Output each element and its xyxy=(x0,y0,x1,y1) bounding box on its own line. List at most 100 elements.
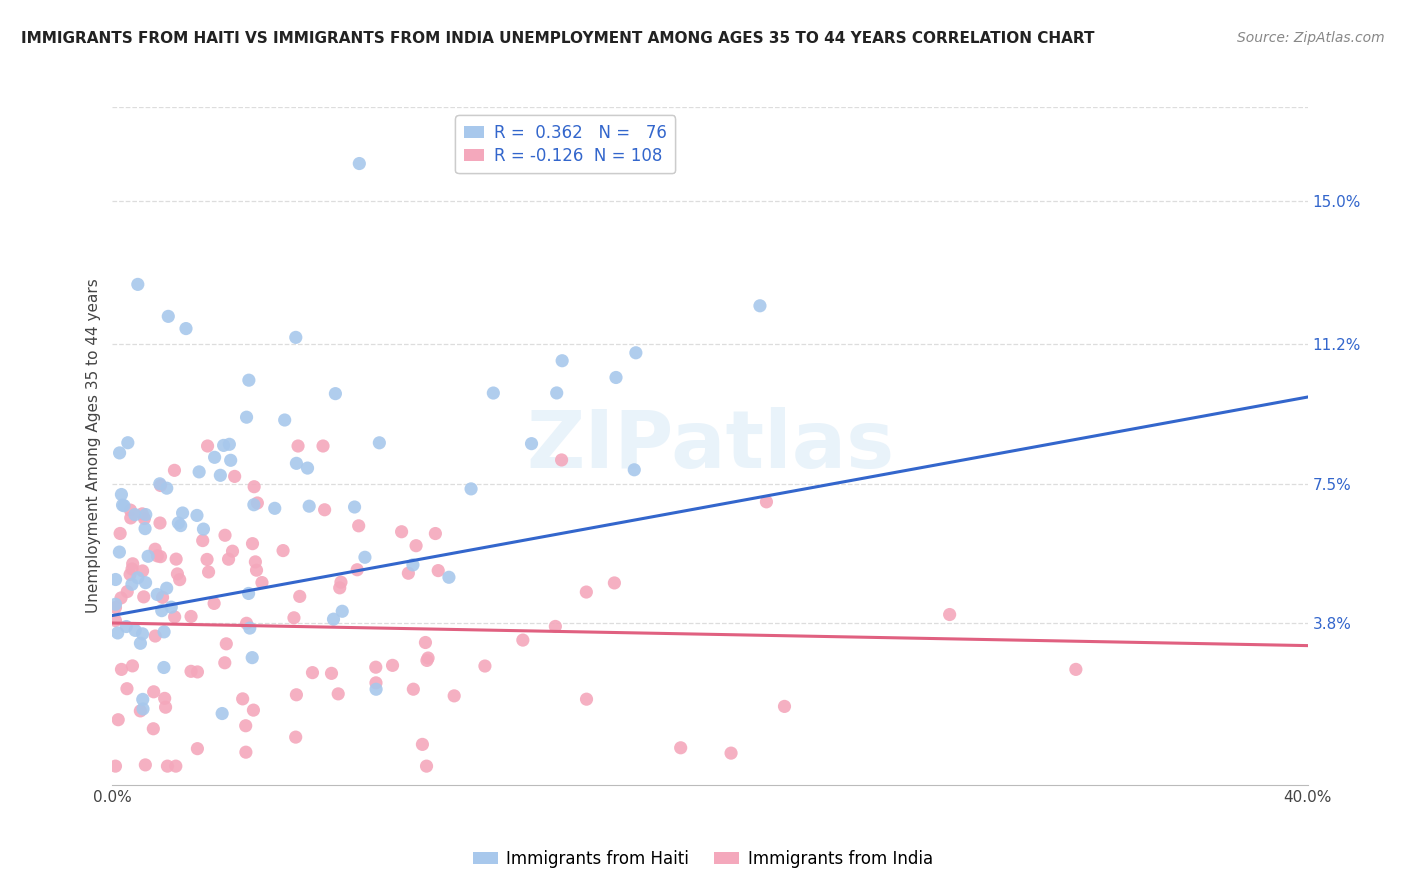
Point xyxy=(285,456,308,470)
Point xyxy=(104,759,127,773)
Point xyxy=(215,637,238,651)
Point xyxy=(321,666,343,681)
Point xyxy=(235,616,257,631)
Point xyxy=(110,591,132,605)
Point xyxy=(245,555,267,569)
Point xyxy=(186,508,208,523)
Point xyxy=(329,575,352,590)
Point xyxy=(474,659,496,673)
Point xyxy=(297,461,319,475)
Point xyxy=(283,611,305,625)
Point xyxy=(117,435,139,450)
Point xyxy=(405,539,427,553)
Point xyxy=(1064,662,1087,676)
Point xyxy=(111,498,134,512)
Point xyxy=(157,310,180,324)
Point xyxy=(550,453,572,467)
Point xyxy=(381,658,404,673)
Point xyxy=(186,741,208,756)
Point xyxy=(129,636,152,650)
Point xyxy=(120,503,142,517)
Point xyxy=(364,682,387,697)
Point xyxy=(416,653,439,667)
Point xyxy=(165,759,187,773)
Point xyxy=(437,570,460,584)
Point xyxy=(238,586,260,600)
Point xyxy=(163,463,186,477)
Point xyxy=(108,545,131,559)
Point xyxy=(298,499,321,513)
Point xyxy=(214,656,236,670)
Point xyxy=(938,607,960,622)
Point xyxy=(112,499,135,513)
Point xyxy=(149,476,172,491)
Point xyxy=(169,573,191,587)
Point xyxy=(169,518,191,533)
Point xyxy=(512,633,534,648)
Point xyxy=(197,565,219,579)
Point xyxy=(312,439,335,453)
Point xyxy=(180,665,202,679)
Point xyxy=(224,469,246,483)
Point xyxy=(124,508,146,522)
Point xyxy=(143,542,166,557)
Point xyxy=(263,501,285,516)
Point xyxy=(156,759,179,773)
Point xyxy=(301,665,323,680)
Point xyxy=(156,481,179,495)
Point xyxy=(143,629,166,643)
Point xyxy=(212,438,235,452)
Point xyxy=(120,567,142,582)
Point xyxy=(104,614,127,628)
Point xyxy=(121,557,143,571)
Point xyxy=(235,410,257,425)
Point xyxy=(163,610,186,624)
Point xyxy=(416,651,439,665)
Point xyxy=(551,353,574,368)
Point xyxy=(108,446,131,460)
Point xyxy=(242,536,264,550)
Point xyxy=(104,600,127,615)
Point xyxy=(240,650,263,665)
Point xyxy=(329,581,352,595)
Point xyxy=(149,478,172,492)
Point xyxy=(443,689,465,703)
Point xyxy=(288,590,311,604)
Point xyxy=(186,665,208,679)
Point xyxy=(131,564,153,578)
Point xyxy=(314,502,336,516)
Point xyxy=(127,277,149,292)
Point xyxy=(285,688,308,702)
Point xyxy=(142,722,165,736)
Point xyxy=(136,549,159,564)
Point xyxy=(218,437,240,451)
Point xyxy=(127,571,149,585)
Point xyxy=(209,468,232,483)
Point xyxy=(460,482,482,496)
Point xyxy=(142,685,165,699)
Point xyxy=(330,604,353,618)
Point xyxy=(135,508,157,522)
Point xyxy=(575,692,598,706)
Point xyxy=(124,624,146,638)
Point xyxy=(104,597,127,611)
Point xyxy=(204,450,226,465)
Point xyxy=(544,619,567,633)
Point xyxy=(150,604,173,618)
Point xyxy=(134,758,156,772)
Point xyxy=(242,703,264,717)
Text: Source: ZipAtlas.com: Source: ZipAtlas.com xyxy=(1237,31,1385,45)
Point xyxy=(193,522,215,536)
Point xyxy=(146,549,169,563)
Point xyxy=(235,719,257,733)
Point xyxy=(152,591,174,605)
Point xyxy=(121,659,143,673)
Point xyxy=(250,575,273,590)
Point xyxy=(134,522,156,536)
Point xyxy=(546,386,568,401)
Point xyxy=(427,564,450,578)
Point xyxy=(131,627,153,641)
Point xyxy=(284,730,307,744)
Point xyxy=(165,552,187,566)
Point xyxy=(115,584,138,599)
